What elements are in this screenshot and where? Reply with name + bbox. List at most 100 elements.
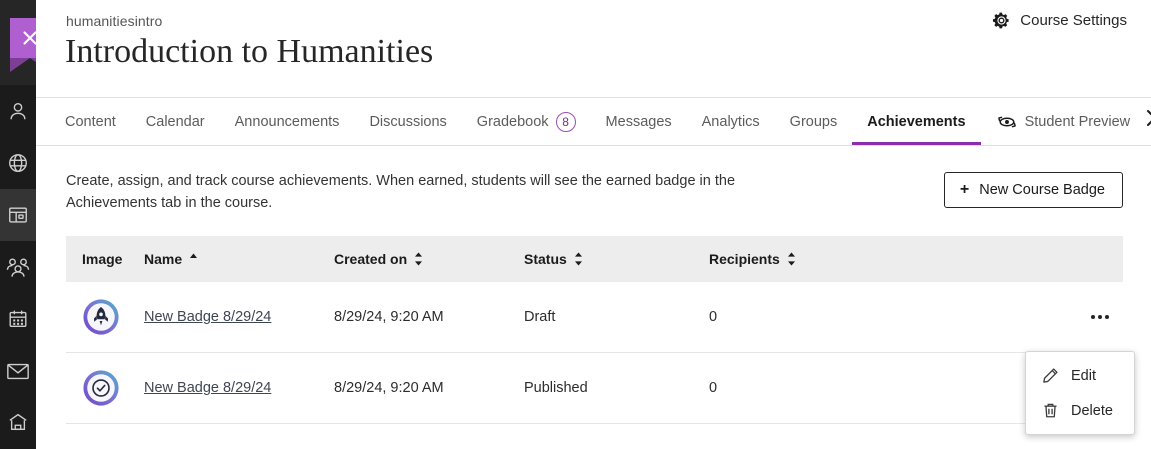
sidebar-item-calendar[interactable] xyxy=(0,293,36,345)
sort-both-icon xyxy=(574,252,583,266)
course-settings-label: Course Settings xyxy=(1020,12,1127,29)
globe-icon xyxy=(7,152,29,174)
achievements-table-wrapper: Image Name xyxy=(66,236,1123,424)
column-header-status[interactable]: Status xyxy=(524,236,709,282)
column-header-image: Image xyxy=(66,236,144,282)
calendar-icon xyxy=(7,308,29,330)
profile-icon xyxy=(7,100,29,122)
tab-label: Achievements xyxy=(867,113,966,130)
column-header-name[interactable]: Name xyxy=(144,236,334,282)
new-course-badge-label: New Course Badge xyxy=(979,182,1105,198)
tab-content[interactable]: Content xyxy=(50,98,131,145)
table-header-row: Image Name xyxy=(66,236,1123,282)
sort-both-icon xyxy=(787,252,796,266)
cell-image xyxy=(66,282,144,353)
sort-ascending-icon xyxy=(189,253,198,265)
rail-top-section xyxy=(0,0,50,85)
page-title: Introduction to Humanities xyxy=(65,33,434,70)
kebab-dot xyxy=(1091,315,1095,319)
column-label: Image xyxy=(82,251,123,267)
chevron-right-icon xyxy=(1145,108,1151,133)
row-context-menu: Edit Delete xyxy=(1025,351,1135,435)
table-header: Image Name xyxy=(66,236,1123,282)
tab-messages[interactable]: Messages xyxy=(591,98,687,145)
cell-status: Published xyxy=(524,352,709,424)
tab-announcements[interactable]: Announcements xyxy=(220,98,355,145)
badge-name-link[interactable]: New Badge 8/29/24 xyxy=(144,309,272,325)
cell-created-on: 8/29/24, 9:20 AM xyxy=(334,282,524,353)
sidebar-item-tools[interactable] xyxy=(0,397,36,449)
tab-label: Groups xyxy=(789,113,838,130)
cell-created-on: 8/29/24, 9:20 AM xyxy=(334,352,524,424)
student-preview-icon xyxy=(996,114,1018,130)
check-badge-icon xyxy=(82,369,144,407)
tab-label: Messages xyxy=(605,113,672,130)
column-header-recipients[interactable]: Recipients xyxy=(709,236,909,282)
sidebar-item-groups[interactable] xyxy=(0,241,36,293)
tab-label: Calendar xyxy=(145,113,205,130)
tab-label: Discussions xyxy=(369,113,447,130)
kebab-dot xyxy=(1098,315,1102,319)
achievements-table: Image Name xyxy=(66,236,1123,424)
tab-label: Content xyxy=(65,113,116,130)
tab-groups[interactable]: Groups xyxy=(775,98,853,145)
tab-gradebook[interactable]: Gradebook 8 xyxy=(462,98,591,145)
cell-name: New Badge 8/29/24 xyxy=(144,282,334,353)
achievements-panel: Create, assign, and track course achieve… xyxy=(36,146,1151,449)
table-row: New Badge 8/29/24 8/29/24, 9:20 AM Publi… xyxy=(66,352,1123,424)
context-menu-item-delete[interactable]: Delete xyxy=(1026,393,1134,428)
gear-icon xyxy=(992,11,1011,30)
tools-icon xyxy=(7,413,29,433)
pencil-icon xyxy=(1042,367,1059,384)
page-header: humanitiesintro Introduction to Humaniti… xyxy=(36,0,1151,98)
sidebar-item-courses[interactable] xyxy=(0,189,36,241)
cell-name: New Badge 8/29/24 xyxy=(144,352,334,424)
tabs-scroll-right-button[interactable] xyxy=(1145,98,1151,145)
tab-label: Announcements xyxy=(234,113,340,130)
tab-label: Gradebook xyxy=(476,113,549,130)
tab-student-preview[interactable]: Student Preview xyxy=(981,98,1146,145)
cell-actions xyxy=(909,282,1123,353)
rocket-badge-icon xyxy=(82,298,144,336)
column-header-created-on[interactable]: Created on xyxy=(334,236,524,282)
badge-name-link[interactable]: New Badge 8/29/24 xyxy=(144,380,272,396)
cell-status: Draft xyxy=(524,282,709,353)
context-menu-item-edit[interactable]: Edit xyxy=(1026,358,1134,393)
tab-label: Student Preview xyxy=(1024,113,1131,130)
global-navigation-rail xyxy=(0,0,50,449)
course-tab-bar: Content Calendar Announcements Discussio… xyxy=(36,98,1151,146)
column-label: Name xyxy=(144,251,183,267)
table-body: New Badge 8/29/24 8/29/24, 9:20 AM Draft… xyxy=(66,282,1123,424)
row-overflow-menu-button[interactable] xyxy=(909,315,1123,319)
sort-both-icon xyxy=(414,252,423,266)
groups-icon xyxy=(6,256,30,278)
context-menu-label: Delete xyxy=(1071,402,1113,419)
tab-achievements[interactable]: Achievements xyxy=(852,98,981,145)
sidebar-item-messages[interactable] xyxy=(0,345,36,397)
sidebar-item-institution-page[interactable] xyxy=(0,137,36,189)
cell-image xyxy=(66,352,144,424)
breadcrumb[interactable]: humanitiesintro xyxy=(66,13,163,29)
gradebook-count-badge: 8 xyxy=(555,111,576,132)
column-header-actions xyxy=(909,236,1123,282)
plus-icon: + xyxy=(959,181,970,198)
kebab-dot xyxy=(1105,315,1109,319)
trash-icon xyxy=(1042,402,1059,419)
new-course-badge-button[interactable]: + New Course Badge xyxy=(943,172,1123,208)
tab-calendar[interactable]: Calendar xyxy=(131,98,220,145)
column-label: Created on xyxy=(334,251,408,267)
tab-label: Analytics xyxy=(701,113,760,130)
sidebar-item-profile[interactable] xyxy=(0,85,36,137)
tab-discussions[interactable]: Discussions xyxy=(354,98,461,145)
column-label: Status xyxy=(524,251,567,267)
courses-icon xyxy=(7,204,29,226)
column-label: Recipients xyxy=(709,251,780,267)
course-settings-button[interactable]: Course Settings xyxy=(992,11,1127,30)
table-row: New Badge 8/29/24 8/29/24, 9:20 AM Draft… xyxy=(66,282,1123,353)
rail-icon-list xyxy=(0,85,36,449)
envelope-icon xyxy=(6,361,30,381)
cell-recipients: 0 xyxy=(709,352,909,424)
tab-analytics[interactable]: Analytics xyxy=(687,98,775,145)
panel-description: Create, assign, and track course achieve… xyxy=(66,173,736,211)
